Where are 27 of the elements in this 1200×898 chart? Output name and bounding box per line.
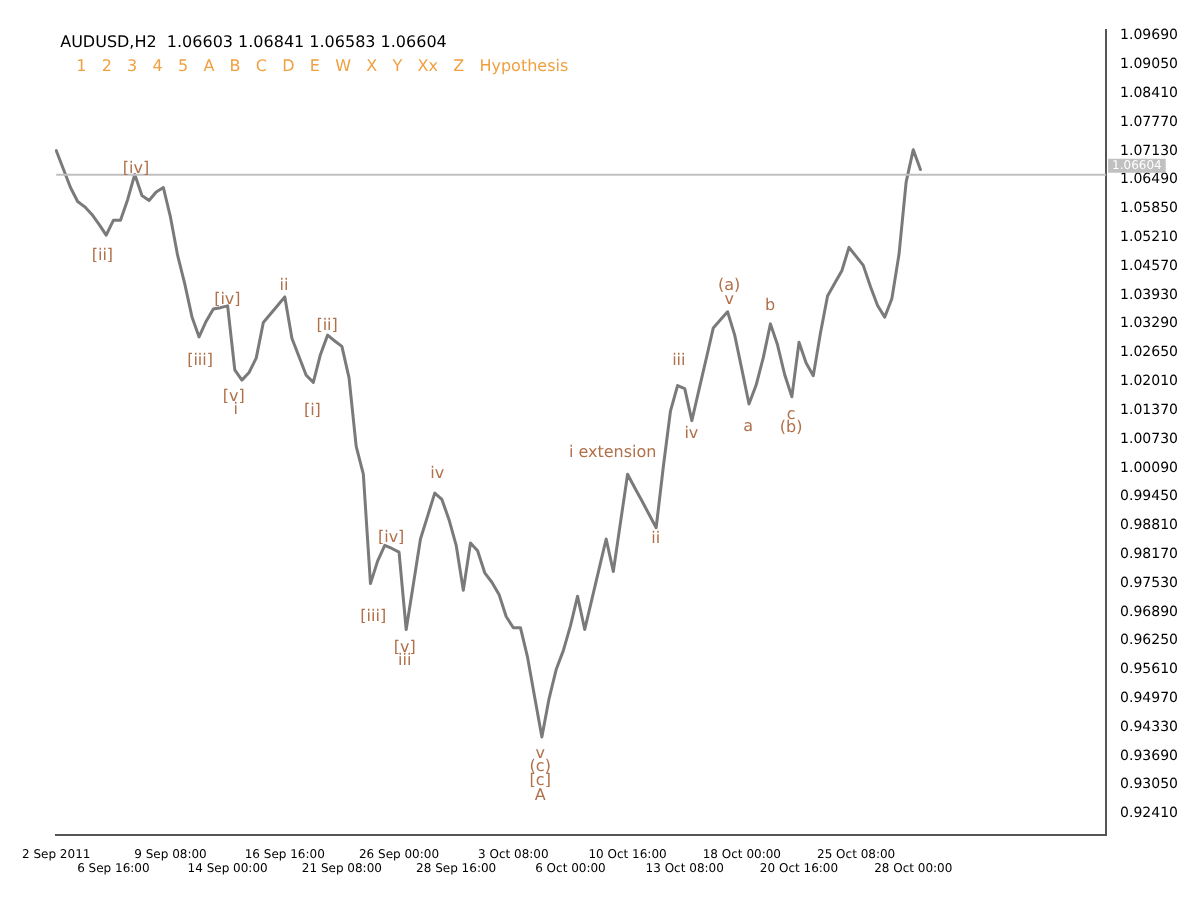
annotation: [iii] — [360, 607, 387, 626]
annotation: A — [534, 785, 547, 804]
chart-title: AUDUSD,H2 1.06603 1.06841 1.06583 1.06604 — [60, 32, 447, 51]
annotation: [ii] — [316, 315, 338, 334]
annotation: iv — [430, 464, 445, 482]
annotation: [v] — [222, 386, 245, 405]
annotation: ii — [279, 275, 289, 294]
annotation: iii — [398, 650, 412, 669]
annotation: iv — [684, 423, 699, 442]
annotation: i extension — [568, 443, 657, 462]
annotation: [c] — [529, 771, 551, 790]
annotation: (b) — [779, 418, 803, 437]
annotation: b — [765, 295, 776, 314]
annotation: i — [233, 399, 238, 418]
annotation: [iv] — [214, 290, 241, 309]
annotation: iii — [672, 351, 686, 370]
annotation: (a) — [718, 275, 741, 294]
annotation: [v] — [393, 637, 416, 656]
annotation: [ii] — [91, 245, 114, 264]
annotation: [iv] — [122, 158, 150, 177]
text: 1 2 3 4 5 A B C D E W X Y Xx Z Hypothesis — [76, 56, 569, 75]
annotation: [i] — [303, 401, 321, 420]
annotation: a — [743, 416, 754, 435]
annotation: v — [724, 290, 735, 309]
annotation: ii — [651, 529, 661, 548]
annotation: [iv] — [377, 527, 405, 546]
annotation: [iii] — [187, 351, 213, 370]
